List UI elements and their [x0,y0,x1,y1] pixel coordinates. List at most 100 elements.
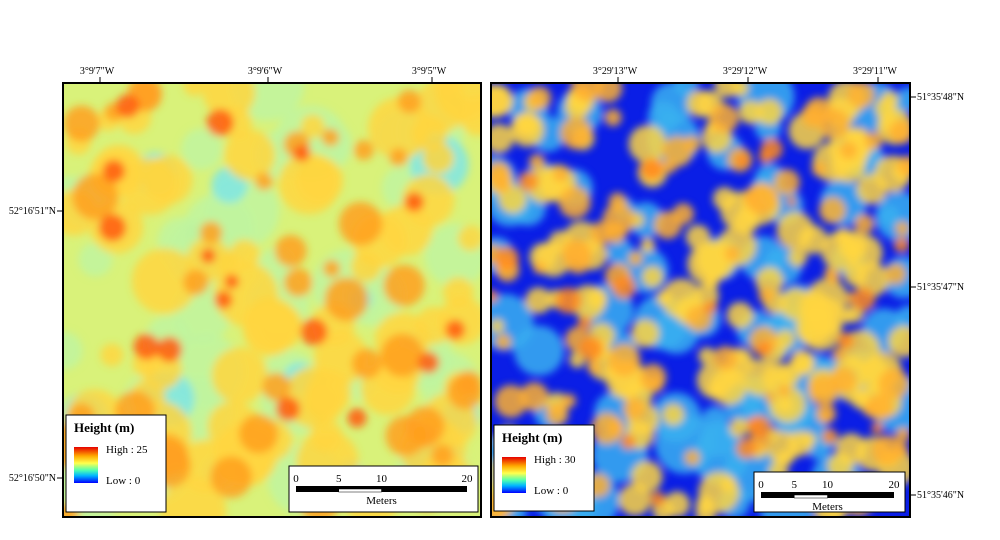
height-raster [63,83,481,517]
canopy-blob [846,234,883,271]
canopy-blob [491,123,514,154]
canopy-blob [837,332,855,349]
canopy-blob [275,396,301,422]
canopy-blob [545,403,569,426]
canopy-blob [210,456,252,498]
canopy-blob [351,348,382,379]
canopy-blob [851,287,876,312]
latitude-label: 52°16'50"N [9,473,56,484]
canopy-blob [704,274,720,290]
canopy-blob [397,89,422,114]
canopy-blob [309,419,343,453]
canopy-blob [143,155,193,205]
map-panel: 3°29'13"W 3°29'12"W 3°29'11"W 51°35'48"N 51°… [490,66,964,518]
canopy-blob [404,192,424,212]
canopy-blob [100,343,124,367]
canopy-blob [786,196,797,207]
canopy-blob [649,491,666,507]
canopy-blob [703,300,718,315]
canopy-blob [553,166,569,182]
canopy-blob [513,111,540,138]
canopy-blob [641,265,664,288]
canopy-blob [778,384,791,397]
canopy-blob [564,247,592,274]
canopy-blob [224,274,239,289]
canopy-blob [283,268,313,297]
canopy-blob [713,345,738,371]
canopy-blob [640,237,656,253]
canopy-blob [131,248,198,314]
canopy-blob [731,83,749,97]
canopy-blob [562,393,577,408]
canopy-blob [183,269,209,296]
canopy-blob [647,101,680,134]
color-ramp [502,457,526,493]
canopy-blob [686,90,714,118]
canopy-blob [491,84,514,118]
canopy-blob [202,83,256,119]
canopy-blob [431,444,454,467]
canopy-blob [698,471,740,514]
canopy-blob [417,351,440,374]
canopy-blob [895,221,910,236]
longitude-label: 3°29'13"W [593,66,638,77]
canopy-blob [300,114,325,139]
canopy-blob [116,94,140,118]
canopy-blob [525,287,552,314]
canopy-blob [63,105,100,142]
canopy-blob [591,412,623,445]
canopy-blob [755,267,784,296]
latitude-label: 51°35'46"N [917,490,964,501]
canopy-blob [871,435,903,466]
longitude-label: 3°9'5"W [412,66,447,77]
canopy-blob [884,263,907,285]
canopy-blob [607,343,641,377]
canopy-blob [380,203,433,256]
canopy-blob [764,391,776,403]
canopy-blob [200,248,216,264]
canopy-blob [800,309,842,351]
canopy-blob [695,502,717,517]
canopy-blob [558,186,591,219]
canopy-blob [593,83,623,103]
canopy-blob [888,325,910,358]
canopy-blob [214,290,233,309]
legend-high: High : 30 [534,454,576,466]
canopy-blob [631,319,660,348]
canopy-blob [788,247,808,267]
canopy-blob [102,159,126,183]
canopy-blob [620,434,636,450]
canopy-blob [63,331,83,370]
canopy-blob [255,172,273,191]
canopy-blob [604,108,622,127]
canopy-blob [495,246,519,271]
latitude-label: 52°16'51"N [9,206,56,217]
canopy-blob [579,336,604,361]
canopy-blob [776,211,815,250]
canopy-blob [698,347,716,365]
canopy-blob [305,368,352,415]
canopy-blob [438,296,481,345]
canopy-blob [736,438,757,459]
canopy-blob [183,83,206,96]
canopy-blob [385,415,426,457]
canopy-blob [493,176,511,193]
canopy-blob [456,370,481,396]
canopy-blob [895,427,910,443]
canopy-blob [353,140,374,161]
canopy-blob [640,158,663,181]
canopy-blob [133,333,160,360]
color-ramp [74,447,98,483]
latitude-label: 51°35'48"N [917,92,964,103]
canopy-blob [839,141,858,160]
longitude-label: 3°29'11"W [853,66,898,77]
panel-frame [490,82,911,518]
canopy-blob [368,97,431,160]
canopy-blob [748,415,772,439]
canopy-blob [338,201,383,246]
canopy-blob [491,289,498,304]
canopy-blob [199,221,223,244]
canopy-blob [389,148,408,167]
latitude-label: 51°35'47"N [917,282,964,293]
canopy-blob [494,384,528,418]
